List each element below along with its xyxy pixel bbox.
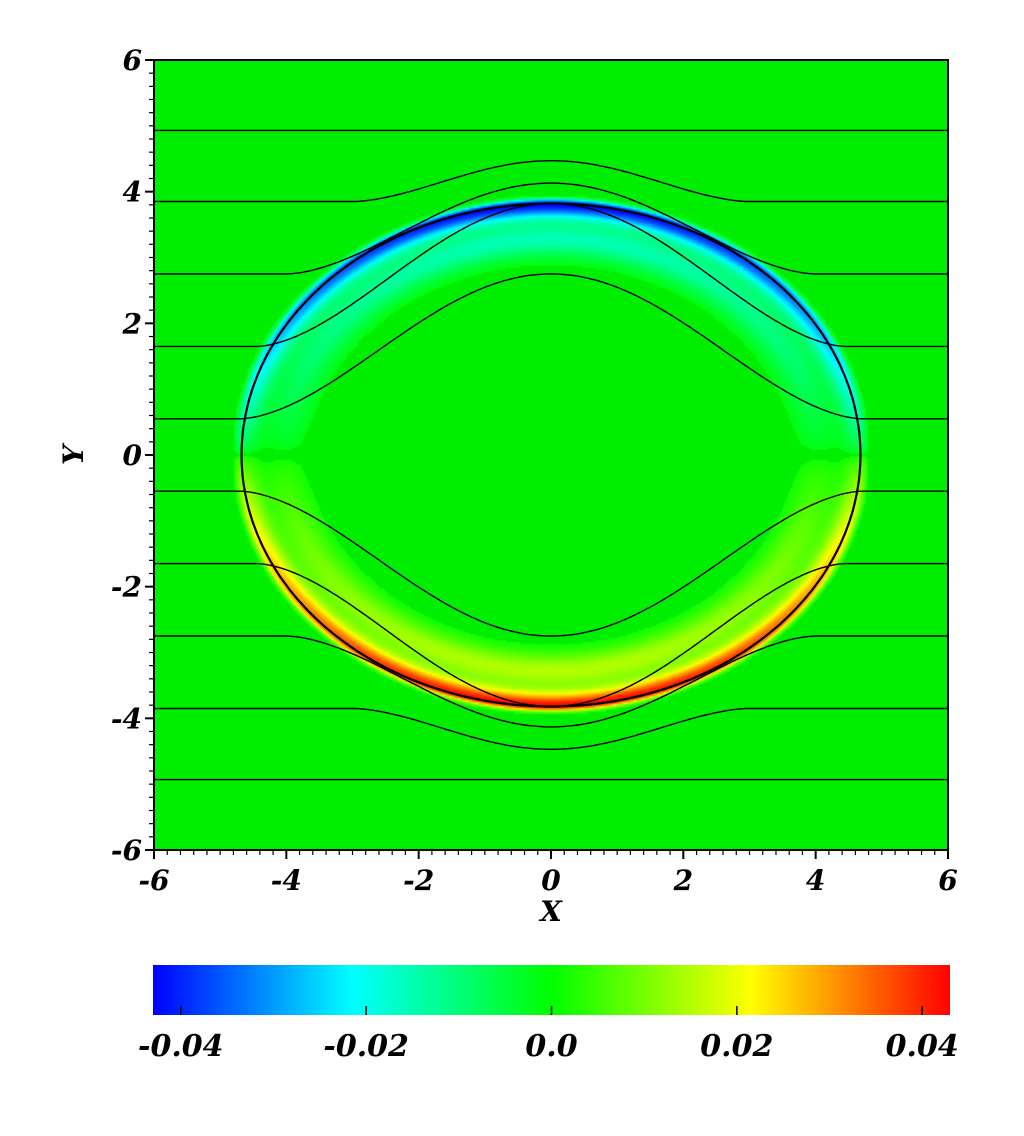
contour-line: [154, 160, 948, 203]
colorbar-tick-label: 0.0: [525, 1029, 577, 1064]
contour-line: [154, 273, 948, 420]
contour-lines: [154, 129, 948, 781]
contour-line: [154, 182, 948, 275]
x-tick-label: 0: [541, 864, 561, 897]
x-tick-label: -4: [271, 864, 302, 897]
ring-arc-lower: [240, 455, 862, 708]
colorbar-tick-label: -0.02: [323, 1029, 409, 1064]
y-tick-label: 2: [122, 307, 142, 340]
x-tick-label: -6: [138, 864, 169, 897]
y-tick-label: -6: [111, 834, 142, 867]
y-tick-label: 4: [123, 176, 142, 209]
ring-arc-upper: [240, 202, 862, 455]
x-axis-tick-labels: -6 -4 -2 0 2 4 6: [138, 864, 957, 897]
y-axis-tick-labels: 6 4 2 0 -2 -4 -6: [111, 44, 143, 867]
y-tick-label: -4: [111, 702, 142, 735]
x-tick-label: 6: [938, 864, 957, 897]
colorbar-tick-label: -0.04: [138, 1029, 224, 1064]
y-tick-label: 6: [123, 44, 142, 77]
plot-area: [153, 59, 949, 851]
x-axis-title: X: [538, 895, 563, 928]
heatmap-field: [154, 60, 948, 850]
x-axis-ticks: [153, 850, 949, 859]
contour-line: [154, 635, 948, 728]
colorbar: -0.04 -0.02 0.0 0.02 0.04: [138, 965, 959, 1064]
colorbar-ticks: [180, 1006, 923, 1015]
x-tick-label: 2: [673, 864, 693, 897]
y-tick-label: -2: [111, 571, 142, 604]
y-tick-label: 0: [123, 439, 143, 472]
x-tick-label: 4: [806, 864, 825, 897]
contour-line: [154, 490, 948, 637]
colorbar-tick-label: 0.02: [700, 1029, 773, 1064]
colorbar-tick-label: 0.04: [886, 1029, 959, 1064]
contour-line: [154, 707, 948, 750]
y-axis-ticks: [145, 59, 154, 851]
y-axis-title: Y: [57, 442, 90, 465]
colorbar-tick-labels: -0.04 -0.02 0.0 0.02 0.04: [138, 1029, 959, 1064]
x-tick-label: -2: [403, 864, 434, 897]
